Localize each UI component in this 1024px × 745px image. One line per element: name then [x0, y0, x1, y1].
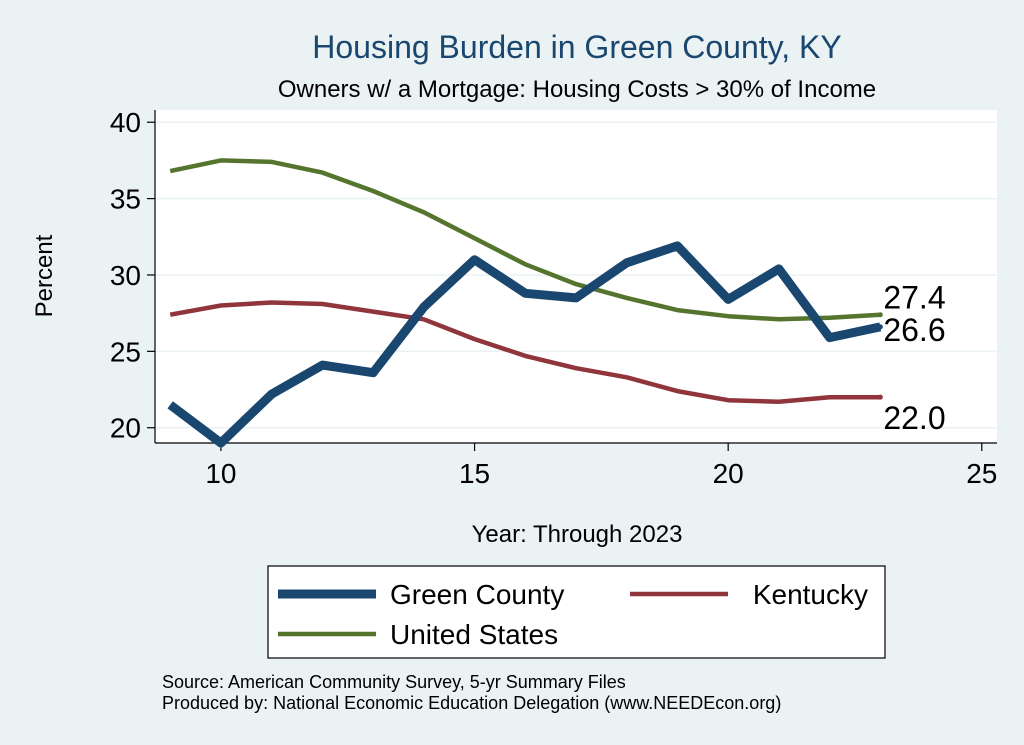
series-end-point-united-states	[877, 312, 883, 318]
grid-lines	[155, 121, 997, 429]
y-axis-label: Percent	[31, 234, 58, 317]
end-label-green-county: 26.6	[883, 312, 945, 348]
y-tick-label-25: 25	[110, 336, 141, 367]
source-note: Source: American Community Survey, 5-yr …	[162, 672, 626, 692]
x-tick-label-10: 10	[205, 458, 236, 489]
producer-note: Produced by: National Economic Education…	[162, 693, 781, 713]
y-tick-label-20: 20	[110, 413, 141, 444]
x-tick-label-20: 20	[713, 458, 744, 489]
series-end-point-kentucky	[877, 394, 883, 400]
y-tick-label-40: 40	[110, 107, 141, 138]
end-label-united-states: 27.4	[883, 280, 945, 316]
legend: Green County Kentucky United States	[267, 565, 886, 659]
legend-box	[267, 565, 886, 659]
end-label-kentucky: 22.0	[883, 400, 945, 436]
series-line-kentucky	[169, 300, 881, 405]
y-ticks: 20 25 30 35 40	[110, 107, 155, 444]
series-end-point-green-county	[877, 324, 883, 330]
legend-label-united-states: United States	[390, 619, 558, 650]
y-tick-label-35: 35	[110, 184, 141, 215]
end-labels: 26.6 22.0 27.4	[883, 280, 945, 436]
x-ticks: 10 15 20 25	[205, 443, 997, 489]
chart-title: Housing Burden in Green County, KY	[312, 29, 841, 65]
axes	[154, 110, 997, 444]
legend-label-green-county: Green County	[390, 579, 564, 610]
chart-subtitle: Owners w/ a Mortgage: Housing Costs > 30…	[278, 76, 876, 103]
x-axis-label: Year: Through 2023	[472, 521, 683, 548]
x-tick-label-25: 25	[966, 458, 997, 489]
series-lines	[167, 158, 883, 448]
series-line-green-county	[167, 241, 882, 448]
y-tick-label-30: 30	[110, 260, 141, 291]
legend-label-kentucky: Kentucky	[753, 579, 868, 610]
series-line-united-states	[169, 158, 881, 322]
x-tick-label-15: 15	[459, 458, 490, 489]
